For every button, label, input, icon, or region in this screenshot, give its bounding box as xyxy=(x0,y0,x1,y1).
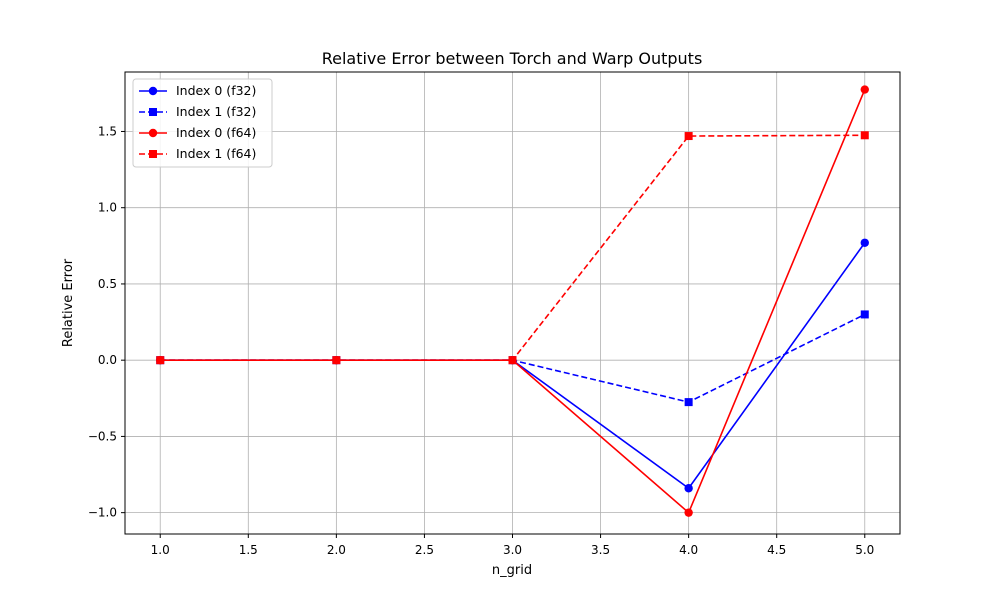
y-tick-label: 1.5 xyxy=(98,124,117,138)
series-layer xyxy=(156,85,869,517)
y-axis-label: Relative Error xyxy=(61,258,76,347)
chart-title: Relative Error between Torch and Warp Ou… xyxy=(322,49,703,68)
data-point xyxy=(684,398,693,407)
y-tick-label: −1.0 xyxy=(88,506,117,520)
x-tick-label: 4.0 xyxy=(679,543,698,557)
legend-label: Index 0 (f32) xyxy=(176,83,256,98)
x-tick-label: 2.0 xyxy=(327,543,346,557)
legend-label: Index 1 (f32) xyxy=(176,104,256,119)
legend-item: Index 1 (f64) xyxy=(139,146,256,161)
y-tick-label: 1.0 xyxy=(98,201,117,215)
y-tick-label: −0.5 xyxy=(88,429,117,443)
series-3 xyxy=(156,131,869,365)
x-tick-label: 5.0 xyxy=(855,543,874,557)
legend: Index 0 (f32) Index 1 (f32) Index 0 (f64) I… xyxy=(132,78,273,168)
data-point xyxy=(684,132,693,141)
legend-item: Index 0 (f64) xyxy=(139,125,256,140)
legend-box xyxy=(132,78,273,168)
legend-label: Index 1 (f64) xyxy=(176,146,256,161)
legend-marker xyxy=(148,86,158,96)
legend-label: Index 0 (f64) xyxy=(176,125,256,140)
data-point xyxy=(860,85,869,94)
data-point xyxy=(860,131,869,140)
x-tick-label: 3.0 xyxy=(503,543,522,557)
legend-marker xyxy=(149,108,157,116)
legend-marker xyxy=(148,128,158,138)
axis-ticks: 1.0 1.5 2.0 2.5 3.0 3.5 4.0 4.5 5.0 −1.0 −0.5 0.0 0.… xyxy=(88,124,874,557)
data-point xyxy=(860,310,869,319)
y-tick-label: 0.5 xyxy=(98,277,117,291)
data-point xyxy=(860,238,869,247)
data-point xyxy=(508,356,517,365)
y-tick-label: 0.0 xyxy=(98,353,117,367)
x-tick-label: 1.5 xyxy=(239,543,258,557)
x-tick-label: 1.0 xyxy=(151,543,170,557)
x-tick-label: 2.5 xyxy=(415,543,434,557)
x-tick-label: 3.5 xyxy=(591,543,610,557)
x-tick-label: 4.5 xyxy=(767,543,786,557)
data-point xyxy=(684,484,693,493)
legend-item: Index 1 (f32) xyxy=(139,104,256,119)
x-axis-label: n_grid xyxy=(492,563,532,578)
legend-marker xyxy=(149,150,157,158)
data-point xyxy=(156,356,165,365)
data-point xyxy=(332,356,341,365)
data-point xyxy=(684,508,693,517)
legend-item: Index 0 (f32) xyxy=(139,83,256,98)
